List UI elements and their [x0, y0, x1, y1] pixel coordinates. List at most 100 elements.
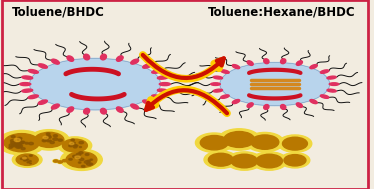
Circle shape — [76, 153, 81, 156]
Circle shape — [208, 153, 233, 166]
Circle shape — [53, 138, 58, 140]
Circle shape — [224, 132, 255, 147]
Circle shape — [62, 139, 88, 152]
Circle shape — [66, 152, 97, 168]
Circle shape — [218, 129, 260, 150]
Circle shape — [53, 160, 59, 163]
Ellipse shape — [327, 76, 336, 79]
Circle shape — [200, 136, 228, 150]
Circle shape — [26, 159, 29, 160]
Circle shape — [79, 152, 83, 154]
Ellipse shape — [296, 61, 303, 65]
Ellipse shape — [247, 61, 253, 65]
Circle shape — [29, 142, 33, 145]
Ellipse shape — [280, 105, 286, 109]
Circle shape — [79, 146, 82, 148]
Ellipse shape — [329, 83, 339, 85]
Circle shape — [50, 141, 54, 144]
Ellipse shape — [327, 89, 336, 92]
Circle shape — [47, 135, 50, 137]
Circle shape — [30, 163, 31, 164]
Circle shape — [280, 153, 310, 168]
Circle shape — [12, 152, 42, 167]
Circle shape — [282, 137, 307, 150]
Ellipse shape — [152, 70, 162, 73]
Circle shape — [49, 140, 51, 141]
Ellipse shape — [213, 89, 223, 92]
Circle shape — [284, 155, 306, 166]
Circle shape — [23, 160, 27, 161]
Ellipse shape — [52, 104, 59, 109]
Circle shape — [21, 148, 25, 150]
Circle shape — [42, 140, 46, 142]
Circle shape — [25, 142, 28, 144]
Circle shape — [75, 156, 80, 159]
FancyArrowPatch shape — [143, 55, 224, 78]
Circle shape — [73, 146, 77, 148]
Circle shape — [11, 142, 15, 144]
Ellipse shape — [220, 63, 329, 106]
Ellipse shape — [157, 89, 168, 92]
Circle shape — [18, 137, 22, 139]
Ellipse shape — [101, 108, 107, 114]
Circle shape — [62, 160, 67, 162]
Circle shape — [20, 141, 24, 143]
Ellipse shape — [157, 76, 168, 79]
Ellipse shape — [280, 59, 286, 64]
Text: Toluene:Hexane/BHDC: Toluene:Hexane/BHDC — [208, 6, 356, 19]
Ellipse shape — [84, 108, 90, 114]
FancyArrowPatch shape — [143, 55, 221, 79]
Ellipse shape — [296, 103, 303, 107]
Circle shape — [246, 132, 284, 152]
Circle shape — [196, 133, 233, 152]
Circle shape — [18, 139, 21, 141]
Ellipse shape — [143, 64, 152, 68]
Ellipse shape — [38, 100, 47, 104]
Circle shape — [11, 145, 16, 147]
Circle shape — [14, 138, 21, 142]
Ellipse shape — [247, 103, 253, 107]
Circle shape — [9, 144, 14, 146]
Circle shape — [58, 161, 62, 163]
Circle shape — [77, 157, 80, 159]
Ellipse shape — [22, 89, 33, 92]
Circle shape — [20, 142, 24, 144]
Circle shape — [82, 165, 85, 167]
Ellipse shape — [143, 100, 152, 104]
Ellipse shape — [30, 58, 160, 110]
Circle shape — [79, 158, 84, 160]
Circle shape — [43, 138, 48, 141]
Circle shape — [79, 162, 81, 163]
Circle shape — [69, 145, 73, 147]
Circle shape — [90, 163, 93, 165]
Circle shape — [47, 141, 50, 142]
Circle shape — [43, 136, 48, 139]
Ellipse shape — [264, 105, 269, 109]
Circle shape — [251, 135, 279, 149]
Circle shape — [73, 155, 77, 158]
Circle shape — [231, 154, 258, 168]
Circle shape — [70, 143, 74, 145]
Circle shape — [17, 145, 22, 148]
Circle shape — [23, 156, 27, 158]
Circle shape — [29, 161, 31, 162]
Circle shape — [251, 152, 287, 170]
Ellipse shape — [52, 59, 59, 64]
Ellipse shape — [67, 107, 74, 112]
Ellipse shape — [264, 59, 269, 64]
Circle shape — [47, 135, 50, 137]
Circle shape — [27, 162, 30, 163]
Circle shape — [62, 159, 68, 162]
Ellipse shape — [159, 83, 170, 86]
Ellipse shape — [22, 76, 33, 79]
Ellipse shape — [221, 95, 229, 98]
Circle shape — [61, 149, 102, 170]
Circle shape — [30, 155, 32, 156]
Circle shape — [16, 146, 21, 148]
Circle shape — [15, 143, 21, 146]
Circle shape — [256, 154, 282, 168]
Circle shape — [21, 141, 25, 143]
Circle shape — [227, 152, 262, 170]
Ellipse shape — [321, 70, 329, 73]
Circle shape — [79, 141, 83, 144]
